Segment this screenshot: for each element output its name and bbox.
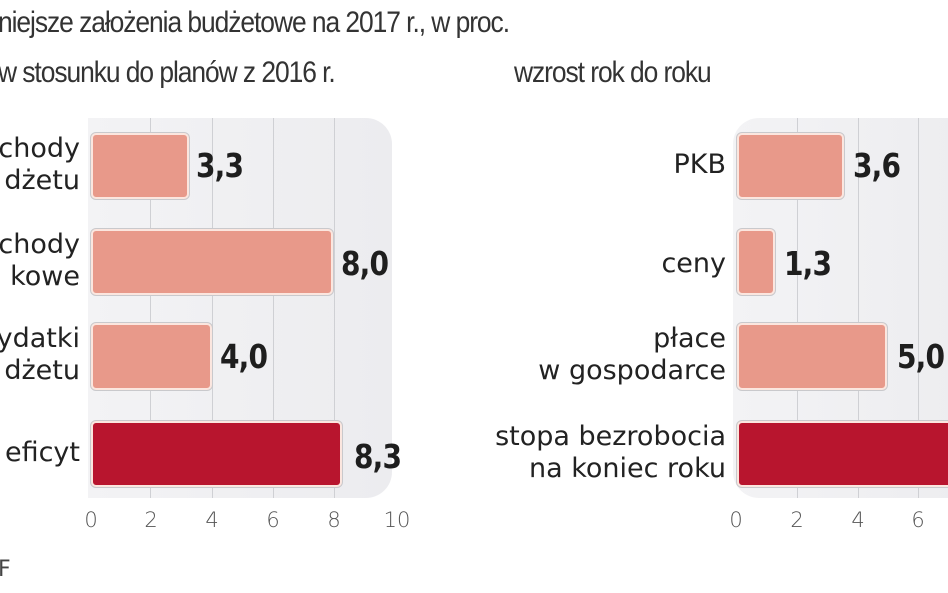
value-label: 5,0 (897, 337, 945, 376)
category-label: ydatki dżetu (0, 323, 80, 386)
x-tick: 0 (84, 508, 98, 532)
bar-ceny (737, 229, 775, 295)
bar-deficyt (91, 421, 342, 487)
source-note: F (0, 557, 11, 582)
x-tick: 6 (911, 508, 925, 532)
value-label: 3,6 (853, 146, 901, 185)
gridline (212, 118, 213, 498)
bar-dochody-budzetu (91, 133, 189, 199)
value-label: 1,3 (784, 244, 832, 283)
gridline (334, 118, 335, 498)
gridline (797, 118, 798, 498)
bar-dochody-podatkowe (91, 229, 333, 295)
x-tick: 2 (144, 508, 158, 532)
category-label: PKB (673, 149, 726, 180)
gridline (918, 118, 919, 498)
bar-pkb (737, 133, 844, 199)
bar-wydatki-budzetu (91, 323, 212, 390)
x-tick: 4 (851, 508, 865, 532)
category-label: ceny (661, 248, 726, 279)
x-tick: 2 (790, 508, 804, 532)
category-label: stopa bezrobocia na koniec roku (495, 421, 726, 484)
chart-title: niejsze założenia budżetowe na 2017 r., … (0, 6, 510, 39)
value-label: 4,0 (220, 337, 268, 376)
bar-stopa-bezrobocia (737, 421, 948, 487)
x-tick: 4 (205, 508, 219, 532)
value-label: 8,0 (341, 244, 389, 283)
category-label: chody dżetu (0, 133, 80, 196)
category-label: chody kowe (0, 229, 80, 292)
value-label: 8,3 (354, 437, 402, 476)
category-label: płace w gospodarce (538, 323, 726, 386)
gridline (273, 118, 274, 498)
value-label: 3,3 (196, 146, 244, 185)
bar-place (737, 323, 887, 390)
category-label: eficyt (4, 437, 80, 468)
x-tick: 0 (729, 508, 743, 532)
x-tick: 6 (266, 508, 280, 532)
left-chart-subtitle: w stosunku do planów z 2016 r. (0, 56, 336, 89)
gridline (150, 118, 151, 498)
right-chart-subtitle: wzrost rok do roku (514, 56, 712, 89)
x-tick: 10 (383, 508, 411, 532)
gridline (858, 118, 859, 498)
x-tick: 8 (327, 508, 341, 532)
